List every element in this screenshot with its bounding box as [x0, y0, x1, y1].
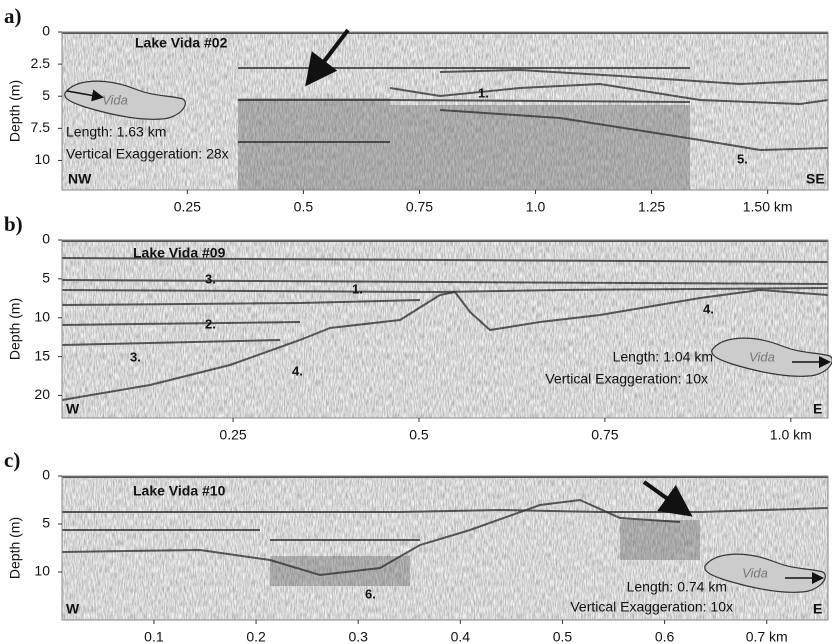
length-label: Length: 0.74 km [627, 579, 727, 595]
x-tick-label: 0.1 [144, 629, 164, 644]
lake-name: Vida [102, 92, 128, 107]
left-corner-label: NW [68, 171, 92, 187]
x-tick-label: 0.7 km [746, 629, 788, 644]
lake-name: Vida [742, 565, 768, 580]
y-tick-label: 5 [42, 270, 50, 286]
y-axis-label: Depth (m) [7, 517, 23, 579]
x-tick-label: 0.25 [219, 427, 246, 443]
right-corner-label: E [813, 601, 822, 617]
x-tick-label: 0.5 [553, 629, 573, 644]
exaggeration-label: Vertical Exaggeration: 10x [570, 599, 733, 615]
x-tick-label: 0.5 [409, 427, 429, 443]
x-tick-label: 0.4 [451, 629, 471, 644]
reflector-label: 3. [130, 349, 141, 364]
x-tick-label: 0.5 [294, 199, 314, 215]
x-tick-label: 1.50 km [743, 199, 793, 215]
reflector-label: 4. [703, 301, 714, 316]
figure: a)Depth (m)02.557.5100.250.50.751.01.251… [0, 0, 832, 644]
panel-letter: b) [4, 212, 23, 236]
dark-reflection-zone [270, 556, 410, 586]
reflector-label: 1. [352, 281, 363, 296]
exaggeration-label: Vertical Exaggeration: 10x [545, 371, 708, 387]
lake-name: Vida [749, 349, 775, 364]
profile-title: Lake Vida #09 [133, 245, 226, 261]
reflector-label: 5. [737, 151, 748, 166]
dark-reflection-zone [620, 520, 700, 560]
x-tick-label: 0.6 [655, 629, 675, 644]
y-tick-label: 10 [34, 563, 50, 579]
y-tick-label: 5 [42, 515, 50, 531]
y-tick-label: 0 [42, 467, 50, 483]
y-tick-label: 0 [42, 231, 50, 247]
x-tick-label: 0.3 [348, 629, 368, 644]
reflector-label: 1. [478, 85, 489, 100]
reflector-label: 6. [365, 586, 376, 601]
y-tick-label: 15 [34, 347, 50, 363]
y-tick-label: 5 [42, 87, 50, 103]
panel-letter: c) [4, 448, 20, 472]
x-tick-label: 0.25 [174, 199, 201, 215]
left-corner-label: W [66, 601, 80, 617]
reflector-label: 4. [292, 363, 303, 378]
profile-texture [62, 240, 828, 418]
reflector-label: 3. [205, 271, 216, 286]
left-corner-label: W [66, 401, 80, 417]
dark-reflection-zone [238, 98, 390, 190]
y-axis-label: Depth (m) [7, 298, 23, 360]
y-tick-label: 7.5 [31, 119, 51, 135]
x-tick-label: 1.0 [526, 199, 546, 215]
panel-letter: a) [4, 4, 22, 28]
y-tick-label: 2.5 [31, 55, 51, 71]
right-corner-label: SE [806, 171, 825, 187]
x-tick-label: 0.75 [591, 427, 618, 443]
y-axis-label: Depth (m) [7, 80, 23, 142]
exaggeration-label: Vertical Exaggeration: 28x [66, 146, 229, 162]
x-tick-label: 0.75 [406, 199, 433, 215]
profile-title: Lake Vida #10 [133, 483, 226, 499]
y-tick-label: 0 [42, 23, 50, 39]
page: a)Depth (m)02.557.5100.250.50.751.01.251… [0, 0, 832, 644]
length-label: Length: 1.04 km [613, 349, 713, 365]
y-tick-label: 10 [34, 151, 50, 167]
x-tick-label: 1.25 [638, 199, 665, 215]
y-tick-label: 10 [34, 308, 50, 324]
length-label: Length: 1.63 km [66, 124, 166, 140]
right-corner-label: E [813, 401, 822, 417]
reflector-label: 2. [205, 316, 216, 331]
x-tick-label: 1.0 km [770, 427, 812, 443]
x-tick-label: 0.2 [246, 629, 266, 644]
profile-title: Lake Vida #02 [135, 35, 228, 51]
dark-reflection-zone [390, 105, 690, 190]
y-tick-label: 20 [34, 386, 50, 402]
